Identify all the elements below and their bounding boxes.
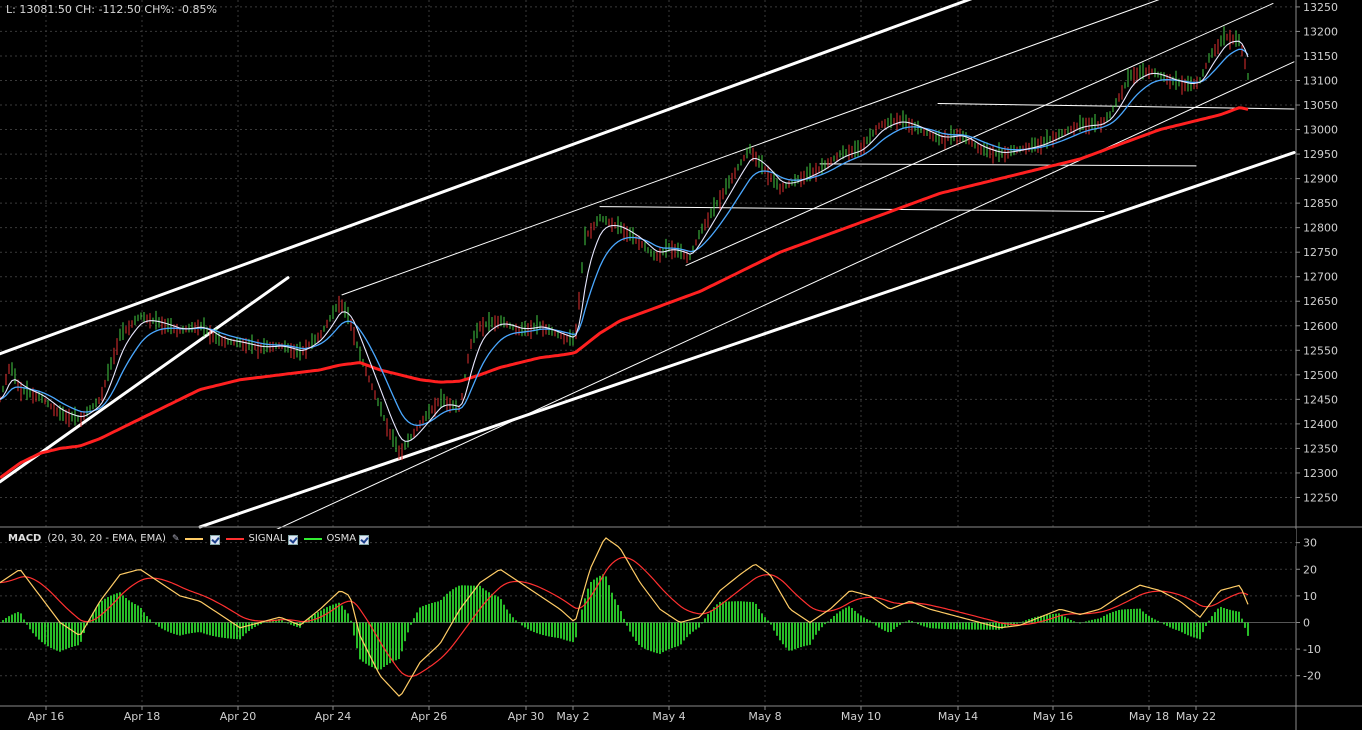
time-tick-label: Apr 18 bbox=[124, 710, 161, 723]
macd-tick-label: -10 bbox=[1303, 643, 1321, 656]
macd-line bbox=[0, 537, 1249, 697]
channel-lower-line bbox=[198, 151, 1296, 529]
trendlines bbox=[0, 0, 1296, 543]
time-tick-label: May 10 bbox=[841, 710, 881, 723]
macd-params: (20, 30, 20 - EMA, EMA) bbox=[47, 533, 166, 544]
price-grid bbox=[0, 0, 1296, 705]
macd-tick-label: -20 bbox=[1303, 670, 1321, 683]
channel-mid-line-3 bbox=[249, 61, 1295, 543]
long-ema-line bbox=[0, 106, 1249, 480]
signal-label: SIGNAL bbox=[248, 533, 286, 544]
price-tick-label: 12500 bbox=[1303, 369, 1338, 382]
price-tick-label: 12450 bbox=[1303, 393, 1338, 406]
price-tick-label: 12800 bbox=[1303, 222, 1338, 235]
price-series bbox=[0, 26, 1249, 480]
price-tick-label: 13200 bbox=[1303, 25, 1338, 38]
price-tick-label: 12700 bbox=[1303, 271, 1338, 284]
price-tick-label: 12750 bbox=[1303, 246, 1338, 259]
settings-icon[interactable]: ✎ bbox=[171, 533, 180, 544]
price-tick-label: 12550 bbox=[1303, 344, 1338, 357]
macd-legend: MACD (20, 30, 20 - EMA, EMA) ✎ SIGNAL OS… bbox=[0, 531, 370, 546]
signal-line bbox=[0, 556, 1249, 678]
channel-mid-line-2 bbox=[685, 2, 1274, 266]
quote-readout: L: 13081.50 CH: -112.50 CH%: -0.85% bbox=[6, 3, 217, 16]
support-line-1 bbox=[599, 206, 1105, 212]
time-tick-label: May 2 bbox=[556, 710, 589, 723]
price-tick-label: 13100 bbox=[1303, 74, 1338, 87]
time-tick-label: Apr 26 bbox=[411, 710, 448, 723]
osma-label: OSMA bbox=[326, 533, 357, 544]
price-tick-label: 13150 bbox=[1303, 50, 1338, 63]
macd-tick-label: 30 bbox=[1303, 537, 1317, 550]
macd-tick-label: 10 bbox=[1303, 590, 1317, 603]
osma-swatch bbox=[304, 537, 323, 540]
time-tick-label: Apr 16 bbox=[28, 710, 65, 723]
support-line-2 bbox=[819, 163, 1197, 167]
channel-upper-line bbox=[0, 0, 973, 356]
price-tick-label: 12600 bbox=[1303, 320, 1338, 333]
price-tick-label: 12850 bbox=[1303, 197, 1338, 210]
time-tick-label: May 22 bbox=[1176, 710, 1216, 723]
time-tick-label: May 4 bbox=[652, 710, 685, 723]
osma-toggle-checkbox[interactable] bbox=[359, 534, 370, 545]
signal-line-swatch bbox=[226, 537, 245, 540]
time-tick-label: Apr 24 bbox=[315, 710, 352, 723]
trend-line-short bbox=[0, 276, 290, 484]
time-tick-label: Apr 30 bbox=[508, 710, 545, 723]
time-tick-label: May 16 bbox=[1033, 710, 1073, 723]
price-tick-label: 13000 bbox=[1303, 124, 1338, 137]
macd-tick-label: 20 bbox=[1303, 563, 1317, 576]
fast-ma-line bbox=[0, 40, 1249, 442]
macd-legend-bg bbox=[0, 529, 1296, 546]
price-tick-label: 12950 bbox=[1303, 148, 1338, 161]
time-tick-label: May 18 bbox=[1129, 710, 1169, 723]
price-tick-label: 12300 bbox=[1303, 467, 1338, 480]
macd-grid bbox=[0, 529, 1296, 677]
channel-mid-line-1 bbox=[341, 0, 1160, 296]
macd-title: MACD bbox=[8, 533, 42, 544]
price-tick-label: 12250 bbox=[1303, 491, 1338, 504]
time-axis: Apr 16 Apr 18 Apr 20 Apr 24 Apr 26 Apr 30 May … bbox=[0, 705, 1362, 723]
price-tick-label: 12350 bbox=[1303, 442, 1338, 455]
price-tick-label: 12400 bbox=[1303, 418, 1338, 431]
time-tick-label: May 14 bbox=[938, 710, 978, 723]
price-tick-label: 12650 bbox=[1303, 295, 1338, 308]
macd-tick-label: 0 bbox=[1303, 616, 1310, 629]
price-tick-label: 13050 bbox=[1303, 99, 1338, 112]
macd-series bbox=[0, 537, 1249, 697]
macd-toggle-checkbox[interactable] bbox=[210, 534, 221, 545]
macd-axis: 30 20 10 0 -10 -20 bbox=[1296, 537, 1321, 683]
time-tick-label: May 8 bbox=[748, 710, 781, 723]
macd-line-swatch bbox=[185, 537, 204, 540]
price-tick-label: 13250 bbox=[1303, 1, 1338, 14]
price-tick-label: 12900 bbox=[1303, 173, 1338, 186]
signal-toggle-checkbox[interactable] bbox=[288, 534, 299, 545]
time-tick-label: Apr 20 bbox=[220, 710, 257, 723]
